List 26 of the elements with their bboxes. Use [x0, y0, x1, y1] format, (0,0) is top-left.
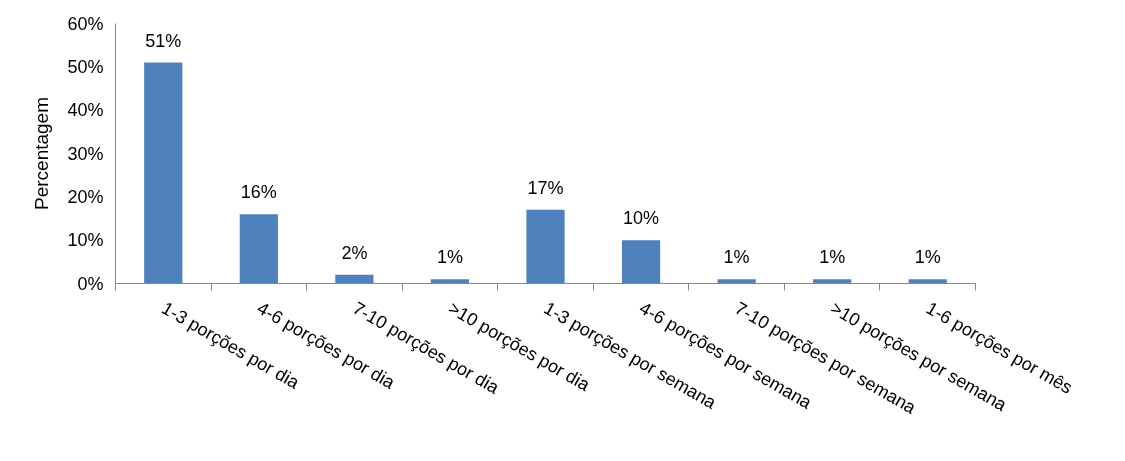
y-tick-label: 50%	[67, 56, 104, 77]
data-label: 51%	[145, 30, 182, 51]
y-tick-label: 20%	[67, 186, 104, 207]
y-tick-label: 10%	[67, 230, 104, 251]
y-axis-title: Percentagem	[31, 96, 53, 210]
data-label: 10%	[623, 208, 660, 229]
y-tick-label: 30%	[67, 143, 104, 164]
data-label: 17%	[527, 177, 564, 198]
y-tick-label: 40%	[67, 100, 104, 121]
bar	[621, 240, 661, 284]
data-label: 1%	[436, 247, 463, 268]
data-label: 1%	[914, 247, 941, 268]
bar	[908, 279, 947, 284]
bar	[526, 209, 565, 284]
bar	[717, 279, 756, 284]
bar	[430, 279, 470, 284]
y-tick-label: 0%	[77, 273, 104, 294]
data-label: 1%	[723, 247, 750, 268]
data-label: 16%	[240, 182, 277, 203]
bar	[144, 62, 183, 284]
y-tick-label: 60%	[67, 13, 104, 34]
bar	[813, 279, 852, 284]
bar	[239, 214, 278, 284]
data-label: 2%	[341, 242, 368, 263]
data-label: 1%	[819, 247, 846, 268]
bar	[335, 274, 374, 284]
